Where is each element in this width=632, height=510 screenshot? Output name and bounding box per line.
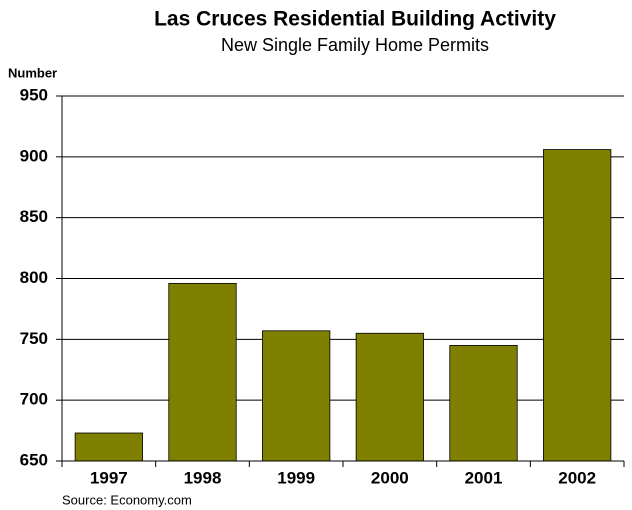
chart-title: Las Cruces Residential Building Activity bbox=[154, 8, 556, 31]
y-tick-label: 950 bbox=[20, 85, 48, 104]
chart-subtitle: New Single Family Home Permits bbox=[221, 35, 489, 55]
x-tick-label: 2002 bbox=[558, 468, 596, 487]
bar bbox=[355, 332, 424, 462]
x-tick-label: 1999 bbox=[277, 468, 315, 487]
y-tick-label: 750 bbox=[20, 329, 48, 348]
x-tick-label: 1998 bbox=[184, 468, 222, 487]
bar bbox=[449, 345, 518, 462]
y-tick-label: 900 bbox=[20, 146, 48, 165]
source-note: Source: Economy.com bbox=[62, 492, 192, 507]
x-tick-label: 2001 bbox=[465, 468, 503, 487]
y-tick-label: 800 bbox=[20, 268, 48, 287]
y-tick-label: 850 bbox=[20, 207, 48, 226]
bar bbox=[543, 149, 612, 462]
bar bbox=[262, 330, 331, 462]
y-tick-label: 650 bbox=[20, 450, 48, 469]
y-axis-label: Number bbox=[8, 65, 57, 80]
x-tick-label: 2000 bbox=[371, 468, 409, 487]
bar bbox=[74, 432, 143, 462]
x-tick-label: 1997 bbox=[90, 468, 128, 487]
bar bbox=[168, 282, 237, 462]
y-tick-label: 700 bbox=[20, 390, 48, 409]
